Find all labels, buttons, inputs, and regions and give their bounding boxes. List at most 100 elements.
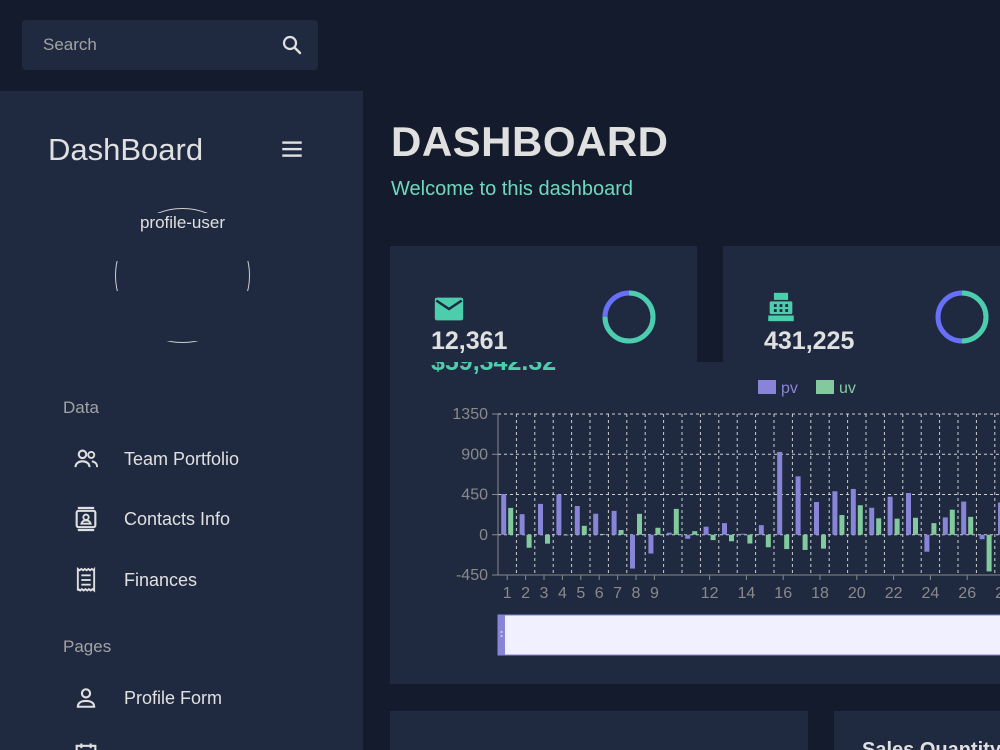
- section-label-data: Data: [63, 398, 99, 417]
- bar-pv[interactable]: [924, 534, 930, 552]
- y-tick-label: 900: [461, 446, 488, 463]
- bar-pv[interactable]: [832, 491, 838, 535]
- bar-uv[interactable]: [637, 513, 642, 535]
- brush-track[interactable]: [497, 614, 1000, 656]
- y-tick-label: 1350: [452, 406, 488, 423]
- x-tick-label: 9: [650, 585, 659, 602]
- bar-uv[interactable]: [747, 534, 753, 544]
- x-tick-label: 3: [540, 585, 549, 602]
- bar-uv[interactable]: [821, 534, 826, 549]
- bar-uv[interactable]: [545, 534, 550, 544]
- bar-pv[interactable]: [556, 494, 562, 535]
- bar-pv[interactable]: [574, 506, 580, 535]
- bar-uv[interactable]: [600, 533, 606, 535]
- section-title: Sales Quantity: [862, 739, 1000, 750]
- sidebar-item-label: Contacts Info: [124, 508, 231, 529]
- brush[interactable]: [497, 614, 1000, 656]
- sidebar-item-profile-form[interactable]: Profile Form: [72, 680, 332, 716]
- person-icon: [76, 688, 96, 708]
- section-label-pages: Pages: [63, 637, 112, 656]
- bar-pv[interactable]: [777, 451, 783, 535]
- x-tick-label: 28: [995, 585, 1000, 602]
- menu-icon[interactable]: [279, 136, 305, 162]
- bar-uv[interactable]: [655, 527, 661, 535]
- bar-uv[interactable]: [839, 515, 845, 535]
- bar-uv[interactable]: [618, 530, 624, 535]
- bar-pv[interactable]: [722, 523, 727, 535]
- legend-swatch-uv: [816, 380, 834, 394]
- search-input[interactable]: [22, 20, 272, 70]
- revenue-chart-panel: pv uv 1350 900 450 0 -450 1 2 3 4 5 6 7 8 9 12 14 16 18 20…: [390, 362, 1000, 684]
- bar-pv[interactable]: [758, 525, 764, 535]
- bar-uv[interactable]: [526, 534, 532, 548]
- bar-uv[interactable]: [986, 534, 992, 572]
- stat-card-emails: 12,361: [390, 246, 697, 363]
- x-tick-label: 5: [576, 585, 585, 602]
- bar-uv[interactable]: [968, 516, 974, 535]
- sidebar-item-calendar[interactable]: [72, 736, 332, 750]
- bar-uv[interactable]: [802, 534, 808, 550]
- bar-pv[interactable]: [593, 513, 599, 535]
- bar-pv[interactable]: [979, 534, 985, 540]
- contacts-icon: [75, 506, 97, 532]
- bar-pv[interactable]: [961, 501, 967, 535]
- x-tick-label: 22: [885, 585, 903, 602]
- bar-uv[interactable]: [581, 525, 587, 535]
- bar-pv[interactable]: [611, 510, 617, 535]
- bar-pv[interactable]: [685, 534, 691, 539]
- bar-pv[interactable]: [998, 502, 1000, 535]
- bar-pv[interactable]: [869, 507, 875, 535]
- search-icon[interactable]: [280, 33, 304, 57]
- x-tick-label: 18: [811, 585, 829, 602]
- sidebar-item-team-portfolio[interactable]: Team Portfolio: [72, 441, 332, 477]
- sidebar: DashBoard profile-user Data Team Portfol…: [0, 91, 363, 750]
- bar-uv[interactable]: [931, 523, 937, 535]
- bar-pv[interactable]: [795, 476, 801, 535]
- bar-uv[interactable]: [729, 534, 734, 542]
- chart-legend: pv uv: [758, 380, 856, 397]
- legend-label-pv: pv: [781, 380, 798, 397]
- bar-uv[interactable]: [857, 505, 863, 535]
- bar-pv[interactable]: [814, 502, 819, 535]
- x-tick-label: 20: [848, 585, 866, 602]
- bar-pv[interactable]: [850, 488, 856, 535]
- progress-circle: [602, 290, 656, 344]
- bar-pv[interactable]: [538, 503, 543, 535]
- sidebar-item-finances[interactable]: Finances: [72, 562, 332, 598]
- bar-uv[interactable]: [784, 534, 790, 550]
- bar-pv[interactable]: [740, 533, 746, 535]
- bar-pv[interactable]: [887, 496, 893, 535]
- x-tick-label: 14: [738, 585, 756, 602]
- bar-pv[interactable]: [501, 493, 507, 535]
- brush-handle[interactable]: [498, 615, 505, 655]
- bar-uv[interactable]: [913, 517, 918, 535]
- sidebar-brand: DashBoard: [48, 132, 204, 167]
- bar-pv[interactable]: [648, 534, 654, 554]
- legend-swatch-pv: [758, 380, 776, 394]
- revenue-value: $59,342.32: [431, 362, 556, 374]
- bar-pv[interactable]: [630, 534, 635, 569]
- bar-uv[interactable]: [765, 534, 771, 548]
- y-tick-label: -450: [456, 567, 488, 584]
- bar-uv[interactable]: [673, 508, 679, 535]
- point-of-sale-icon: [768, 292, 794, 322]
- bar-pv[interactable]: [666, 532, 672, 535]
- bar-uv[interactable]: [692, 531, 698, 535]
- x-tick-label: 4: [558, 585, 567, 602]
- x-tick-label: 12: [701, 585, 719, 602]
- bar-uv[interactable]: [894, 518, 900, 535]
- sidebar-item-contacts-info[interactable]: Contacts Info: [72, 501, 332, 537]
- bar-uv[interactable]: [563, 534, 569, 536]
- bar-pv[interactable]: [906, 492, 911, 535]
- stat-card-sales: 431,225: [723, 246, 1000, 363]
- bar-uv[interactable]: [876, 518, 882, 535]
- sidebar-item-label: Team Portfolio: [124, 448, 240, 469]
- legend-label-uv: uv: [839, 380, 856, 397]
- bar-uv[interactable]: [710, 534, 716, 541]
- bar-pv[interactable]: [942, 517, 948, 535]
- bar-pv[interactable]: [519, 514, 525, 535]
- bar-pv[interactable]: [703, 526, 709, 535]
- bar-uv[interactable]: [949, 509, 955, 535]
- bar-uv[interactable]: [508, 507, 514, 535]
